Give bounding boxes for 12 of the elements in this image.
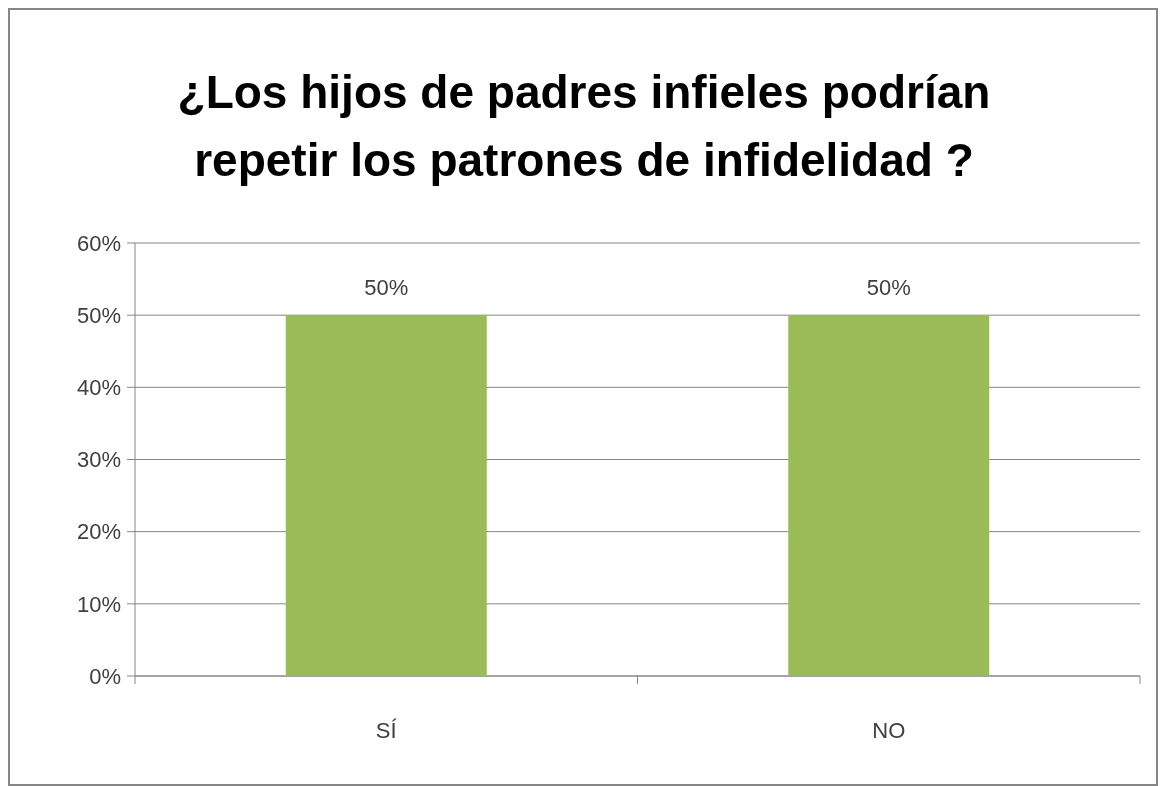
y-tick-label: 50%: [76, 302, 121, 328]
x-tick-label: SÍ: [375, 718, 398, 743]
data-label: 50%: [364, 275, 409, 301]
y-tick-label: 40%: [76, 375, 121, 401]
x-tick-label: NO: [872, 718, 906, 743]
y-tick-label: 30%: [76, 447, 121, 473]
y-tick-label: 20%: [76, 519, 121, 545]
chart-title: ¿Los hijos de padres infieles podrían repetir los patrones de infidelidad ?: [177, 66, 991, 186]
data-label: 50%: [866, 275, 911, 301]
y-tick-label: 10%: [76, 591, 121, 617]
y-tick-label: 60%: [76, 230, 121, 256]
y-tick-label: 0%: [89, 663, 121, 689]
